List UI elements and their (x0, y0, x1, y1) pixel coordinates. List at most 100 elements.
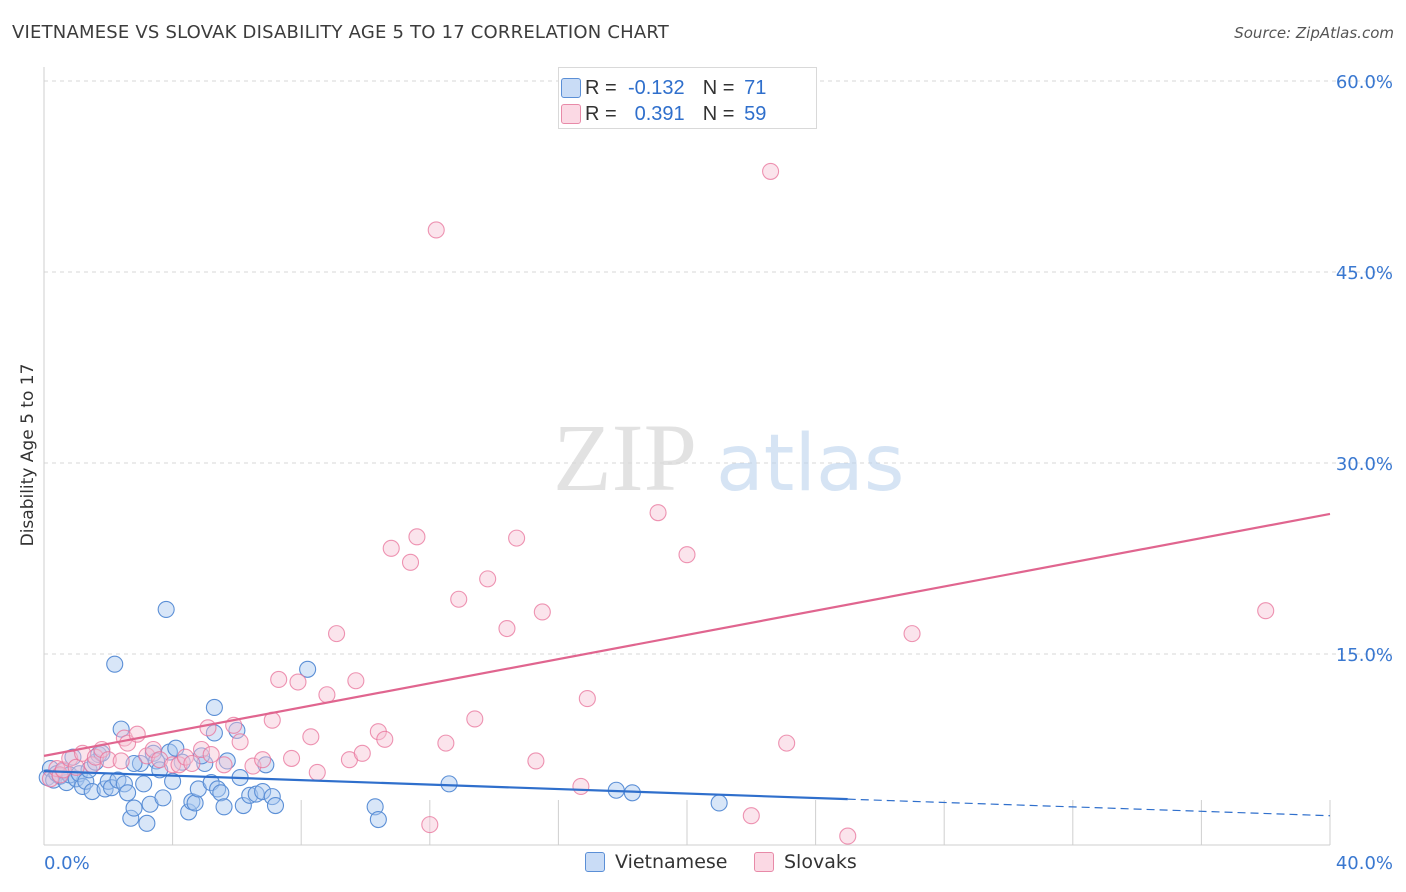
slovaks-point (421, 816, 439, 834)
axes (43, 67, 1331, 846)
bottom-legend-label: Vietnamese (615, 851, 728, 873)
vietnamese-point (254, 782, 272, 801)
slovaks-point (318, 686, 336, 704)
bottom-legend-slovaks: Slovaks (754, 851, 857, 873)
slovaks-point (572, 777, 590, 795)
slovaks-point (427, 221, 445, 239)
slovaks-point (231, 733, 249, 751)
vietnamese-points (38, 600, 728, 832)
bottom-legend-label: Slovaks (784, 851, 857, 873)
slovaks-point (215, 756, 233, 774)
slovaks-point (382, 539, 400, 557)
vietnamese-point (164, 772, 182, 790)
slovaks-point (192, 740, 211, 759)
slovaks-trend-line (43, 512, 1331, 757)
vietnamese-point (366, 798, 384, 816)
y-tick-label: 45.0% (1336, 263, 1393, 284)
vietnamese-point (263, 788, 281, 806)
slovaks-point (498, 619, 516, 638)
slovaks-point (742, 807, 760, 825)
vietnamese-trend-extension (847, 798, 1331, 817)
slovaks-point (328, 625, 346, 643)
legend-swatch-slovaks (561, 104, 581, 124)
slovaks-point (649, 504, 667, 522)
vietnamese-point (205, 698, 223, 717)
slovaks-point (408, 528, 426, 546)
vietnamese-point (710, 794, 728, 812)
slovaks-point (308, 763, 326, 781)
vietnamese-point (151, 761, 169, 779)
vietnamese-point (125, 754, 143, 773)
vietnamese-point (440, 775, 458, 793)
vietnamese-point (138, 814, 156, 832)
slovaks-point (202, 746, 220, 764)
legend-n-label: N = (702, 76, 735, 99)
vietnamese-point (119, 784, 137, 802)
legend-n-value: 59 (744, 102, 767, 125)
vietnamese-point (154, 789, 172, 807)
x-tick-label: 40.0% (1336, 853, 1393, 874)
slovaks-points (41, 162, 1275, 845)
bottom-legend-swatch-vietnamese (585, 852, 605, 872)
source-note: Source: ZipAtlas.com (1234, 24, 1394, 42)
slovaks-point (289, 673, 307, 691)
vietnamese-point (369, 810, 387, 829)
chart-title: VIETNAMESE VS SLOVAK DISABILITY AGE 5 TO… (12, 22, 669, 43)
slovaks-point (138, 747, 156, 765)
slovaks-point (678, 546, 696, 564)
watermark-zip: ZIP (553, 404, 697, 511)
bottom-legend-swatch-slovaks (754, 852, 774, 872)
legend-n-label: N = (702, 102, 735, 125)
slovaks-point (1257, 602, 1275, 620)
watermark-atlas: atlas (716, 419, 905, 509)
vietnamese-point (212, 784, 230, 802)
slovaks-point (578, 690, 596, 708)
trend-lines (43, 512, 1331, 817)
vietnamese-point (215, 798, 233, 816)
slovaks-point (199, 719, 217, 737)
vietnamese-point (257, 756, 275, 774)
slovaks-point (466, 710, 484, 728)
bottom-legend-vietnamese: Vietnamese (585, 851, 727, 873)
legend-r-label: R = (585, 102, 617, 125)
legend-r-value: 0.391 (634, 102, 685, 125)
slovaks-point (270, 670, 288, 689)
slovaks-point (283, 749, 301, 767)
legend-row-vietnamese: R = -0.132 N = 71 (561, 75, 766, 101)
slovaks-point (99, 751, 117, 769)
vietnamese-point (299, 660, 317, 678)
vietnamese-point (83, 782, 101, 801)
slovaks-point (839, 827, 857, 845)
vietnamese-point (186, 794, 204, 812)
slovaks-point (903, 625, 921, 643)
legend-r-label: R = (585, 76, 617, 99)
legend-row-slovaks: R = 0.391 N = 59 (561, 101, 767, 127)
vietnamese-point (266, 796, 285, 815)
vietnamese-point (74, 777, 92, 795)
legend-swatch-vietnamese (561, 78, 581, 98)
slovaks-point (437, 734, 455, 752)
slovaks-point (302, 728, 320, 746)
slovaks-point (144, 740, 162, 759)
vietnamese-point (241, 786, 259, 804)
slovaks-point (450, 590, 468, 608)
legend-r-value: -0.132 (627, 76, 685, 99)
slovaks-point (778, 734, 796, 752)
slovaks-point (527, 752, 545, 770)
slovaks-point (254, 751, 272, 769)
slovaks-point (376, 730, 394, 748)
slovaks-point (347, 672, 365, 690)
slovaks-point (112, 752, 130, 770)
tick-labels: 15.0% 30.0% 45.0% 60.0% 0.0% 40.0% (44, 72, 1393, 874)
slovaks-point (533, 603, 551, 621)
vietnamese-point (157, 600, 175, 618)
vietnamese-point (180, 803, 198, 821)
gridlines (44, 80, 1393, 655)
slovaks-point (151, 751, 169, 769)
vietnamese-point (125, 799, 143, 817)
vietnamese-point (112, 720, 130, 738)
vietnamese-point (115, 775, 133, 793)
slovaks-point (183, 754, 201, 773)
slovaks-point (353, 744, 371, 762)
